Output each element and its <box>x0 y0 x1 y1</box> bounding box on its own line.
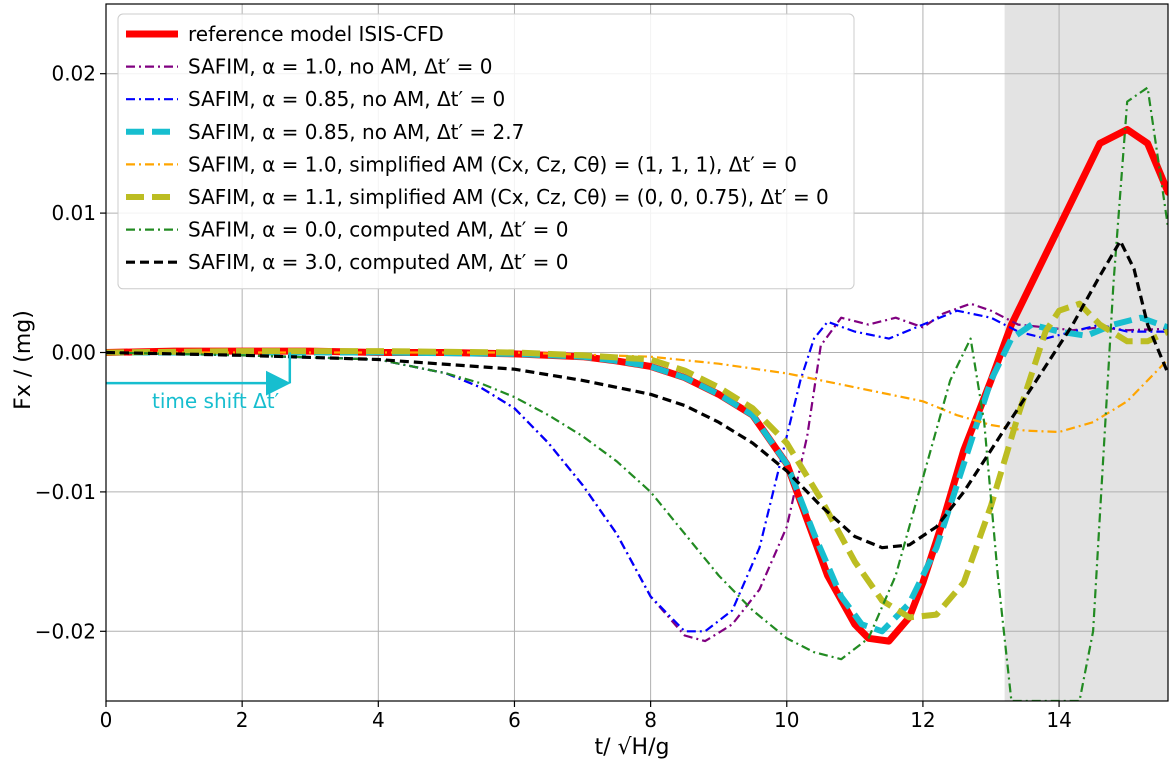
x-tick-label: 8 <box>644 708 657 732</box>
series-lines <box>106 86 1168 701</box>
x-tick-label: 4 <box>372 708 385 732</box>
time-shift-annotation: time shift Δt′ <box>106 352 292 413</box>
series-line-3 <box>106 309 1168 633</box>
x-tick-label: 14 <box>1046 708 1071 732</box>
x-tick-label: 12 <box>910 708 935 732</box>
annotation-text: time shift Δt′ <box>152 389 280 413</box>
x-tick-label: 6 <box>508 708 521 732</box>
legend-label-7: SAFIM, α = 0.0, computed AM, Δt′ = 0 <box>188 218 569 242</box>
y-axis-label: Fx / (mg) <box>11 310 36 410</box>
legend-box <box>117 13 855 290</box>
x-axis-label: t/ √H/g <box>595 735 670 760</box>
legend-label-5: SAFIM, α = 1.0, simplified AM (Cx, Cz, C… <box>188 152 797 176</box>
legend-label-2: SAFIM, α = 1.0, no AM, Δt′ = 0 <box>188 55 492 79</box>
x-tick-label: 0 <box>100 708 113 732</box>
legend-label-3: SAFIM, α = 0.85, no AM, Δt′ = 0 <box>188 87 505 111</box>
legend-label-6: SAFIM, α = 1.1, simplified AM (Cx, Cz, C… <box>188 185 829 209</box>
x-tick-label: 2 <box>236 708 249 732</box>
series-line-8 <box>106 239 1168 550</box>
axis-ticks: 0 2 4 6 8 10 12 14 −0.02 −0.01 0.00 0.01 0.02 <box>35 62 1072 732</box>
series-line-5 <box>106 351 1168 434</box>
y-tick-label: 0.01 <box>51 201 96 225</box>
series-line-7 <box>106 86 1168 701</box>
legend-label-8: SAFIM, α = 3.0, computed AM, Δt′ = 0 <box>188 250 569 274</box>
y-tick-label: 0.02 <box>51 62 96 86</box>
legend-label-4: SAFIM, α = 0.85, no AM, Δt′ = 2.7 <box>188 120 524 144</box>
y-tick-label: 0.00 <box>51 341 96 365</box>
y-tick-label: −0.02 <box>35 619 96 643</box>
y-tick-label: −0.01 <box>35 480 96 504</box>
series-line-6 <box>106 300 1168 621</box>
legend-label-1: reference model ISIS-CFD <box>188 22 444 46</box>
x-tick-label: 10 <box>774 708 799 732</box>
legend: reference model ISIS-CFD SAFIM, α = 1.0, … <box>117 13 855 290</box>
